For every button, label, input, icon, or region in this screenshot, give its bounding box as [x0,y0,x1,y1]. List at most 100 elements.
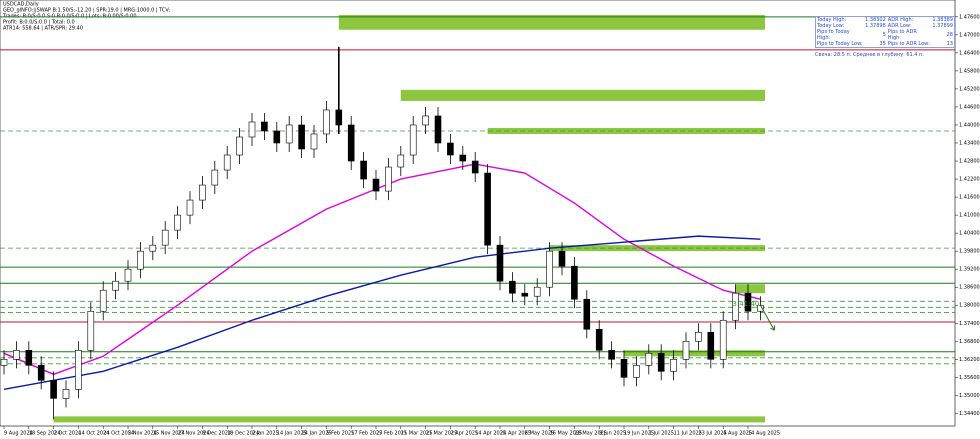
candle-body [409,124,417,156]
zone [735,284,765,294]
x-tick-label: 18 Sep 2024 [29,431,61,437]
x-tick-label: 11 Jul 2025 [674,431,702,437]
x-tick-label: 14 Aug 2025 [748,431,780,437]
candle-body [112,280,119,291]
candle-body [248,121,256,138]
candle-body [670,359,677,372]
candle-body [707,331,715,360]
x-tick-label: 19 Dec 2024 [227,431,259,437]
panel-cell: 1.37898 [865,23,886,29]
zone [338,15,765,30]
panel-cell: 1.37899 [932,23,953,29]
panel-row: Pips to Today High: 5 Pips to ADR High: 28 [816,29,954,41]
panel-row: Today High: 1.38302 ADR High: 1.38389 [816,17,954,23]
panel-cell: Pips to ADR Low: [887,41,930,47]
candle-body [509,280,516,294]
panel-cell: 5 [882,32,886,38]
candle-body [261,121,268,132]
candle-body [137,250,144,270]
candle-body [558,250,566,267]
x-tick-label: 1 Jul 2025 [649,431,674,437]
candle-body [732,292,739,321]
candle-body [335,109,343,126]
panel-cell: 28 [946,32,953,38]
y-tick-label: 1.35600 [959,375,980,381]
candle-body [273,130,281,144]
candle-body [484,172,491,246]
y-tick-label: 1.45800 [959,68,980,74]
candle-body [360,160,367,180]
candle-body [571,265,578,300]
candle-body [99,289,107,312]
x-tick-label: 11 Mar 2025 [401,431,433,437]
moving-average [3,235,761,391]
zone [53,416,766,423]
x-tick-label: 24 Apr 2025 [500,431,531,437]
y-tick-label: 1.37400 [959,321,980,327]
candle-body [620,359,628,378]
candle-body [372,178,380,192]
panel-cell: 1.38389 [932,17,953,23]
y-tick-label: 1.38600 [959,285,980,291]
panel-cell: Pips to ADR High: [887,29,917,41]
x-tick-label: 28 May 2025 [574,431,607,437]
forecast-arrow [759,304,775,331]
x-tick-label: 5 Nov 2024 [128,431,157,437]
x-tick-label: 14 Apr 2025 [475,431,506,437]
candle-body [87,310,95,351]
panel-cell: 35 [879,41,886,47]
candle-body [459,154,467,162]
x-tick-label: 27 Feb 2025 [376,431,407,437]
candle-body [521,292,529,297]
candle-body [149,244,157,252]
candle-body [186,199,194,216]
x-tick-label: 27 Nov 2024 [178,431,210,437]
candle-body [13,349,20,360]
x-tick-label: 4 Aug 2025 [723,431,752,437]
panel-row: Today Low: 1.37898 ADR Low: 1.37899 [816,23,954,29]
candle-body [496,244,504,282]
y-tick-label: 1.36800 [959,339,980,345]
candle-body [422,115,429,126]
panel-cell: Today High: [817,17,847,23]
y-tick-label: 1.41000 [959,213,980,219]
x-tick-label: 14 Jan 2025 [277,431,307,437]
timer-label: 3:41:40 [732,300,759,308]
x-tick-label: 19 Jun 2025 [624,431,654,437]
candle-body [657,352,665,372]
y-tick-label: 1.39800 [959,249,980,255]
candle-body [298,124,305,150]
x-tick-label: 16 May 2025 [550,431,583,437]
candle-body [161,229,169,246]
y-tick-label: 1.35000 [959,393,980,399]
candle-body [236,136,243,156]
candle-body [533,286,541,297]
candle-body [695,331,702,342]
y-tick-label: 1.41600 [959,195,980,201]
candle-body [645,352,653,366]
candle-body [595,328,603,351]
x-tick-label: 14 Oct 2024 [78,431,109,437]
x-tick-label: 17 Feb 2025 [351,431,382,437]
candle-body [37,365,45,381]
x-tick-label: 23 Jul 2025 [698,431,726,437]
candle-body [174,214,181,231]
candle-body [50,380,57,399]
candle-body [310,133,318,150]
y-tick-label: 1.42800 [959,159,980,165]
chart-title: USDCAD,Daily [3,2,39,8]
y-tick-label: 1.46400 [959,50,980,56]
candle-body [199,184,206,201]
candle-body [124,268,132,282]
y-tick-label: 1.36200 [959,357,980,363]
y-tick-label: 1.47000 [959,32,980,38]
info-line: ATR14: 558.64 | ATR/SPR: 29.40 [3,26,83,32]
candle-body [608,349,615,360]
x-tick-label: 9 Dec 2024 [202,431,231,437]
zone [400,89,765,101]
candle-body [285,124,293,144]
panel-row: Pips to Today Low: 35 Pips to ADR Low: 13 [816,41,954,47]
x-tick-label: 21 Mar 2025 [426,431,458,437]
candle-body [75,349,82,390]
